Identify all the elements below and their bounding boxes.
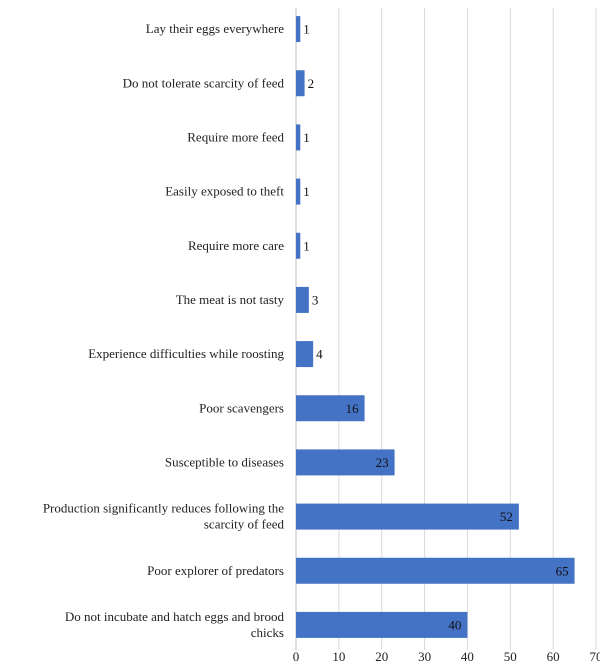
bar: [296, 124, 301, 151]
data-label: 1: [303, 130, 310, 145]
x-tick-label: 10: [332, 649, 345, 663]
data-label: 2: [308, 76, 315, 91]
data-labels: 1 2 1 1 1 3 4 16 23 52 65 40: [303, 22, 568, 633]
data-label: 52: [500, 509, 513, 524]
data-label: 23: [376, 455, 389, 470]
data-label: 1: [303, 22, 310, 37]
category-label: Susceptible to diseases: [165, 454, 284, 469]
category-labels: Lay their eggs everywhere Do not tolerate…: [43, 21, 285, 640]
category-label: Poor scavengers: [199, 400, 284, 415]
bar: [296, 16, 301, 43]
bar: [296, 286, 309, 313]
category-label: Do not incubate and hatch eggs and brood: [65, 609, 285, 624]
data-label: 1: [303, 184, 310, 199]
data-label: 4: [316, 347, 323, 362]
data-label: 3: [312, 292, 319, 307]
category-label: Production significantly reduces followi…: [43, 501, 284, 516]
bar: [296, 395, 365, 422]
x-tick-label: 50: [504, 649, 517, 663]
category-label: Easily exposed to theft: [165, 184, 284, 199]
bar: [296, 449, 395, 476]
bars: [296, 16, 575, 638]
x-tick-label: 60: [547, 649, 560, 663]
bar: [296, 557, 575, 584]
data-label: 16: [346, 401, 360, 416]
gridlines: [338, 8, 597, 650]
x-tick-label: 40: [461, 649, 474, 663]
bar: [296, 341, 314, 368]
bar: [296, 232, 301, 259]
bar: [296, 70, 305, 97]
category-label: Require more feed: [187, 129, 284, 144]
category-label: scarcity of feed: [204, 517, 285, 532]
x-tick-label: 0: [293, 649, 300, 663]
data-label: 1: [303, 238, 310, 253]
data-label: 65: [556, 563, 569, 578]
category-label: Experience difficulties while roosting: [88, 346, 284, 361]
category-label: Lay their eggs everywhere: [146, 21, 284, 36]
category-label: The meat is not tasty: [176, 292, 285, 307]
x-tick-label: 30: [418, 649, 431, 663]
x-tick-label: 70: [590, 649, 600, 663]
category-label: Do not tolerate scarcity of feed: [123, 75, 285, 90]
category-label: Poor explorer of predators: [147, 563, 284, 578]
bar: [296, 611, 468, 638]
category-label: Require more care: [188, 238, 284, 253]
x-tick-label: 20: [375, 649, 388, 663]
data-label: 40: [448, 617, 461, 632]
x-tick-labels: 0 10 20 30 40 50 60 70: [293, 649, 600, 663]
bar: [296, 503, 519, 530]
category-label: chicks: [251, 625, 284, 640]
bar: [296, 178, 301, 205]
